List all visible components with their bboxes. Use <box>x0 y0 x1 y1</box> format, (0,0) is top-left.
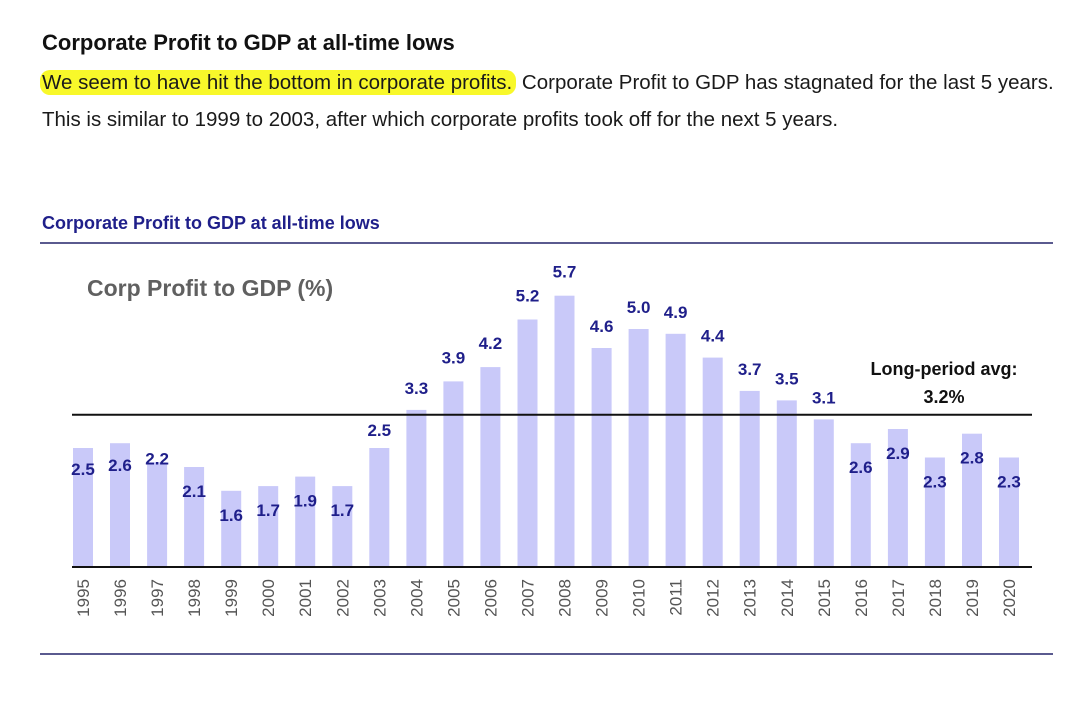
data-label-2009: 4.6 <box>590 317 614 336</box>
x-tick-2016: 2016 <box>852 579 871 617</box>
bar-2004 <box>406 409 427 567</box>
x-tick-2015: 2015 <box>815 579 834 617</box>
article-heading: Corporate Profit to GDP at all-time lows <box>42 30 455 55</box>
x-tick-2007: 2007 <box>519 579 538 617</box>
data-label-1997: 2.2 <box>145 449 169 468</box>
x-tick-1998: 1998 <box>185 579 204 617</box>
x-tick-1995: 1995 <box>74 579 93 617</box>
data-label-1995: 2.5 <box>71 460 95 479</box>
data-label-2003: 2.5 <box>367 421 391 440</box>
x-tick-2010: 2010 <box>630 579 649 617</box>
bar-2001 <box>295 476 316 567</box>
data-label-1999: 1.6 <box>219 506 243 525</box>
bar-2017 <box>887 429 908 567</box>
chart-top-rule <box>40 242 1053 244</box>
data-label-2002: 1.7 <box>330 501 354 520</box>
x-tick-1997: 1997 <box>148 579 167 617</box>
bar-2014 <box>776 400 797 567</box>
bar-2015 <box>813 419 834 567</box>
x-tick-2008: 2008 <box>556 579 575 617</box>
data-label-2016: 2.6 <box>849 458 873 477</box>
bar-2010 <box>628 329 649 567</box>
x-tick-2004: 2004 <box>407 579 426 617</box>
bar-2007 <box>517 319 538 567</box>
average-value-label: 3.2% <box>923 387 964 407</box>
data-label-1996: 2.6 <box>108 456 132 475</box>
x-tick-1999: 1999 <box>222 579 241 617</box>
bar-2020 <box>999 457 1019 567</box>
data-labels-group: 2.5 2.6 2.2 2.1 1.6 1.7 1.9 1.7 2.5 3.3 3.9 4.2 5.2 5… <box>71 263 1021 525</box>
chart-title: Corp Profit to GDP (%) <box>87 275 333 301</box>
data-label-2010: 5.0 <box>627 298 651 317</box>
bar-2003 <box>369 448 390 567</box>
x-tick-2019: 2019 <box>963 579 982 617</box>
chart-bottom-rule <box>40 653 1053 655</box>
bar-2000 <box>258 486 279 567</box>
data-label-2007: 5.2 <box>516 287 540 306</box>
data-label-2001: 1.9 <box>293 492 317 511</box>
bar-2008 <box>554 295 575 567</box>
bar-2002 <box>332 486 353 567</box>
data-label-1998: 2.1 <box>182 482 206 501</box>
data-label-2019: 2.8 <box>960 449 984 468</box>
data-label-2000: 1.7 <box>256 501 280 520</box>
data-label-2008: 5.7 <box>553 263 577 282</box>
article-paragraph: We seem to have hit the bottom in corpor… <box>40 64 1054 138</box>
x-tick-2020: 2020 <box>1000 579 1019 617</box>
bar-1997 <box>147 462 168 567</box>
data-label-2014: 3.5 <box>775 369 799 388</box>
x-tick-2009: 2009 <box>593 579 612 617</box>
x-tick-2006: 2006 <box>481 579 500 617</box>
x-tick-2013: 2013 <box>741 579 760 617</box>
data-label-2005: 3.9 <box>442 348 466 367</box>
bar-1998 <box>184 467 205 567</box>
average-label: Long-period avg: <box>871 359 1018 379</box>
data-label-2012: 4.4 <box>701 327 725 346</box>
data-label-2004: 3.3 <box>405 379 429 398</box>
x-tick-2000: 2000 <box>259 579 278 617</box>
x-tick-2017: 2017 <box>889 579 908 617</box>
data-label-2013: 3.7 <box>738 360 762 379</box>
bar-1999 <box>221 490 242 567</box>
bar-chart: 2.5 2.6 2.2 2.1 1.6 1.7 1.9 1.7 2.5 3.3 3.9 4.2 5.2 5… <box>71 263 1032 617</box>
x-tick-2012: 2012 <box>704 579 723 617</box>
data-label-2006: 4.2 <box>479 334 503 353</box>
bar-2018 <box>924 457 945 567</box>
bar-2006 <box>480 367 501 567</box>
x-tick-labels-group: 1995 1996 1997 1998 1999 2000 2001 2002 2003 2004… <box>74 579 1019 617</box>
x-tick-2003: 2003 <box>370 579 389 617</box>
bar-2016 <box>850 443 871 567</box>
bar-1996 <box>110 443 130 567</box>
x-tick-2002: 2002 <box>333 579 352 617</box>
bar-2005 <box>443 381 464 567</box>
highlighted-sentence: We seem to have hit the bottom in corpor… <box>40 70 517 95</box>
data-label-2018: 2.3 <box>923 473 947 492</box>
bar-1995 <box>73 448 93 567</box>
chart-heading: Corporate Profit to GDP at all-time lows <box>42 213 380 233</box>
data-label-2015: 3.1 <box>812 388 836 407</box>
bar-2012 <box>702 357 723 567</box>
bar-2019 <box>962 433 982 567</box>
x-tick-2011: 2011 <box>667 579 686 616</box>
x-tick-2018: 2018 <box>926 579 945 617</box>
x-tick-2001: 2001 <box>296 579 315 617</box>
bar-2011 <box>665 333 686 567</box>
data-label-2011: 4.9 <box>664 303 688 322</box>
data-label-2020: 2.3 <box>997 473 1021 492</box>
bar-2013 <box>739 390 760 567</box>
x-tick-2014: 2014 <box>778 579 797 617</box>
paragraph-body: Corporate Profit to GDP has stagnated fo… <box>42 71 1054 131</box>
bars-group <box>73 295 1019 567</box>
bar-2009 <box>591 348 612 567</box>
x-tick-2005: 2005 <box>444 579 463 617</box>
x-tick-1996: 1996 <box>111 579 130 617</box>
data-label-2017: 2.9 <box>886 444 910 463</box>
